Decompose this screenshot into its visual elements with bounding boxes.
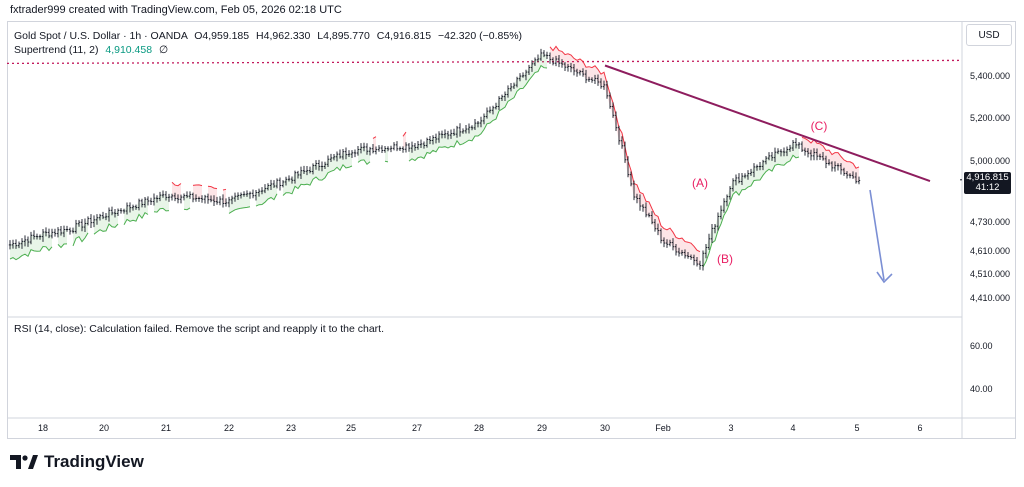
supertrend-up-line — [72, 232, 89, 247]
change-value: −42.320 (−0.85%) — [437, 30, 523, 42]
supertrend-down-fill — [403, 132, 406, 150]
currency-selector[interactable]: USD — [966, 24, 1012, 46]
projection-arrow-shaft — [869, 189, 885, 281]
supertrend-up-fill — [124, 199, 148, 225]
supertrend-down-fill — [223, 189, 226, 204]
supertrend-up-fill — [703, 142, 799, 268]
supertrend-up-line — [153, 207, 170, 213]
dotted-resistance-line — [6, 59, 963, 65]
supertrend-down-fill — [208, 186, 217, 203]
time-tick-label: 4 — [790, 423, 795, 433]
supertrend-up-fill — [58, 229, 67, 248]
supertrend-up-fill — [73, 218, 88, 246]
time-tick-label: 21 — [161, 423, 171, 433]
time-tick-label: 18 — [38, 423, 48, 433]
open-value: O4,959.185 — [194, 30, 250, 42]
supertrend-up-line — [93, 223, 119, 235]
supertrend-up-line — [282, 163, 353, 196]
supertrend-down-line — [222, 188, 227, 191]
chart-author-line: fxtrader999 created with TradingView.com… — [10, 4, 342, 16]
price-tick-label: 5,200.000 — [970, 113, 1010, 123]
supertrend-up-line — [357, 159, 371, 166]
hidden-value-icon[interactable]: ∅ — [159, 44, 169, 56]
time-tick-label: 20 — [99, 423, 109, 433]
time-tick-label: 5 — [854, 423, 859, 433]
price-tick-label: 5,400.000 — [970, 71, 1010, 81]
chart-legend: Gold Spot / U.S. Dollar · 1h · OANDA O4,… — [14, 29, 522, 57]
last-price-value: 4,916.815 — [966, 172, 1009, 183]
supertrend-up-fill — [385, 148, 388, 162]
price-tick-label: 5,000.000 — [970, 156, 1010, 166]
time-tick-label: Feb — [655, 423, 671, 433]
supertrend-up-fill — [283, 151, 352, 196]
price-tick-label: 4,730.000 — [970, 217, 1010, 227]
rsi-tick-label: 40.00 — [970, 384, 993, 394]
wave-label: (B) — [717, 252, 733, 266]
supertrend-up-line — [9, 245, 53, 261]
price-tick-label: 4,510.000 — [970, 269, 1010, 279]
price-tick-label: 4,410.000 — [970, 293, 1010, 303]
projection-arrow-head — [876, 271, 893, 284]
supertrend-up-fill — [256, 180, 277, 207]
supertrend-down-line — [801, 136, 860, 169]
descending-trendline — [604, 64, 931, 183]
supertrend-up-fill — [10, 232, 52, 260]
supertrend-up-line — [255, 193, 278, 207]
supertrend-up-line — [123, 212, 149, 225]
time-tick-label: 3 — [728, 423, 733, 433]
supertrend-down-line — [372, 136, 377, 139]
supertrend-down-line — [207, 185, 218, 190]
rsi-tick-label: 60.00 — [970, 341, 993, 351]
supertrend-up-line — [228, 206, 251, 214]
tradingview-logo[interactable]: TradingView — [10, 452, 144, 472]
tradingview-logo-icon — [10, 455, 38, 469]
supertrend-down-line — [192, 184, 203, 187]
time-tick-label: 23 — [286, 423, 296, 433]
indicator-value: 4,910.458 — [105, 44, 153, 56]
low-value: L4,895.770 — [317, 30, 370, 42]
time-tick-label: 29 — [537, 423, 547, 433]
time-tick-label: 25 — [346, 423, 356, 433]
supertrend-up-line — [57, 243, 68, 249]
wave-label: (A) — [692, 176, 708, 190]
bar-countdown: 41:12 — [975, 182, 1000, 193]
supertrend-down-fill — [193, 184, 202, 200]
supertrend-up-fill — [154, 194, 169, 213]
supertrend-up-line — [183, 207, 191, 211]
wave-label: (C) — [811, 119, 828, 133]
tradingview-wordmark: TradingView — [44, 452, 144, 471]
time-tick-label: 6 — [917, 423, 922, 433]
time-tick-label: 30 — [600, 423, 610, 433]
close-value: C4,916.815 — [376, 30, 432, 42]
supertrend-up-fill — [184, 194, 190, 210]
supertrend-up-line — [384, 160, 389, 163]
supertrend-down-fill — [172, 182, 181, 200]
high-value: H4,962.330 — [256, 30, 311, 42]
time-tick-label: 22 — [224, 423, 234, 433]
supertrend-up-line — [408, 64, 548, 162]
supertrend-down-fill — [802, 137, 859, 182]
supertrend-down-line — [402, 131, 407, 137]
last-price-tag: 4,916.815 41:12 — [964, 172, 1011, 194]
supertrend-down-fill — [373, 136, 376, 152]
price-tick-label: 4,610.000 — [970, 246, 1010, 256]
indicator-name[interactable]: Supertrend (11, 2) — [14, 44, 99, 56]
supertrend-up-fill — [409, 53, 547, 162]
chart-frame — [7, 21, 1016, 439]
supertrend-up-line — [702, 154, 800, 268]
supertrend-down-line — [171, 181, 182, 187]
time-tick-label: 28 — [474, 423, 484, 433]
symbol-label[interactable]: Gold Spot / U.S. Dollar · 1h · OANDA — [14, 30, 188, 42]
rsi-error-message: RSI (14, close): Calculation failed. Rem… — [14, 323, 385, 335]
time-tick-label: 27 — [412, 423, 422, 433]
